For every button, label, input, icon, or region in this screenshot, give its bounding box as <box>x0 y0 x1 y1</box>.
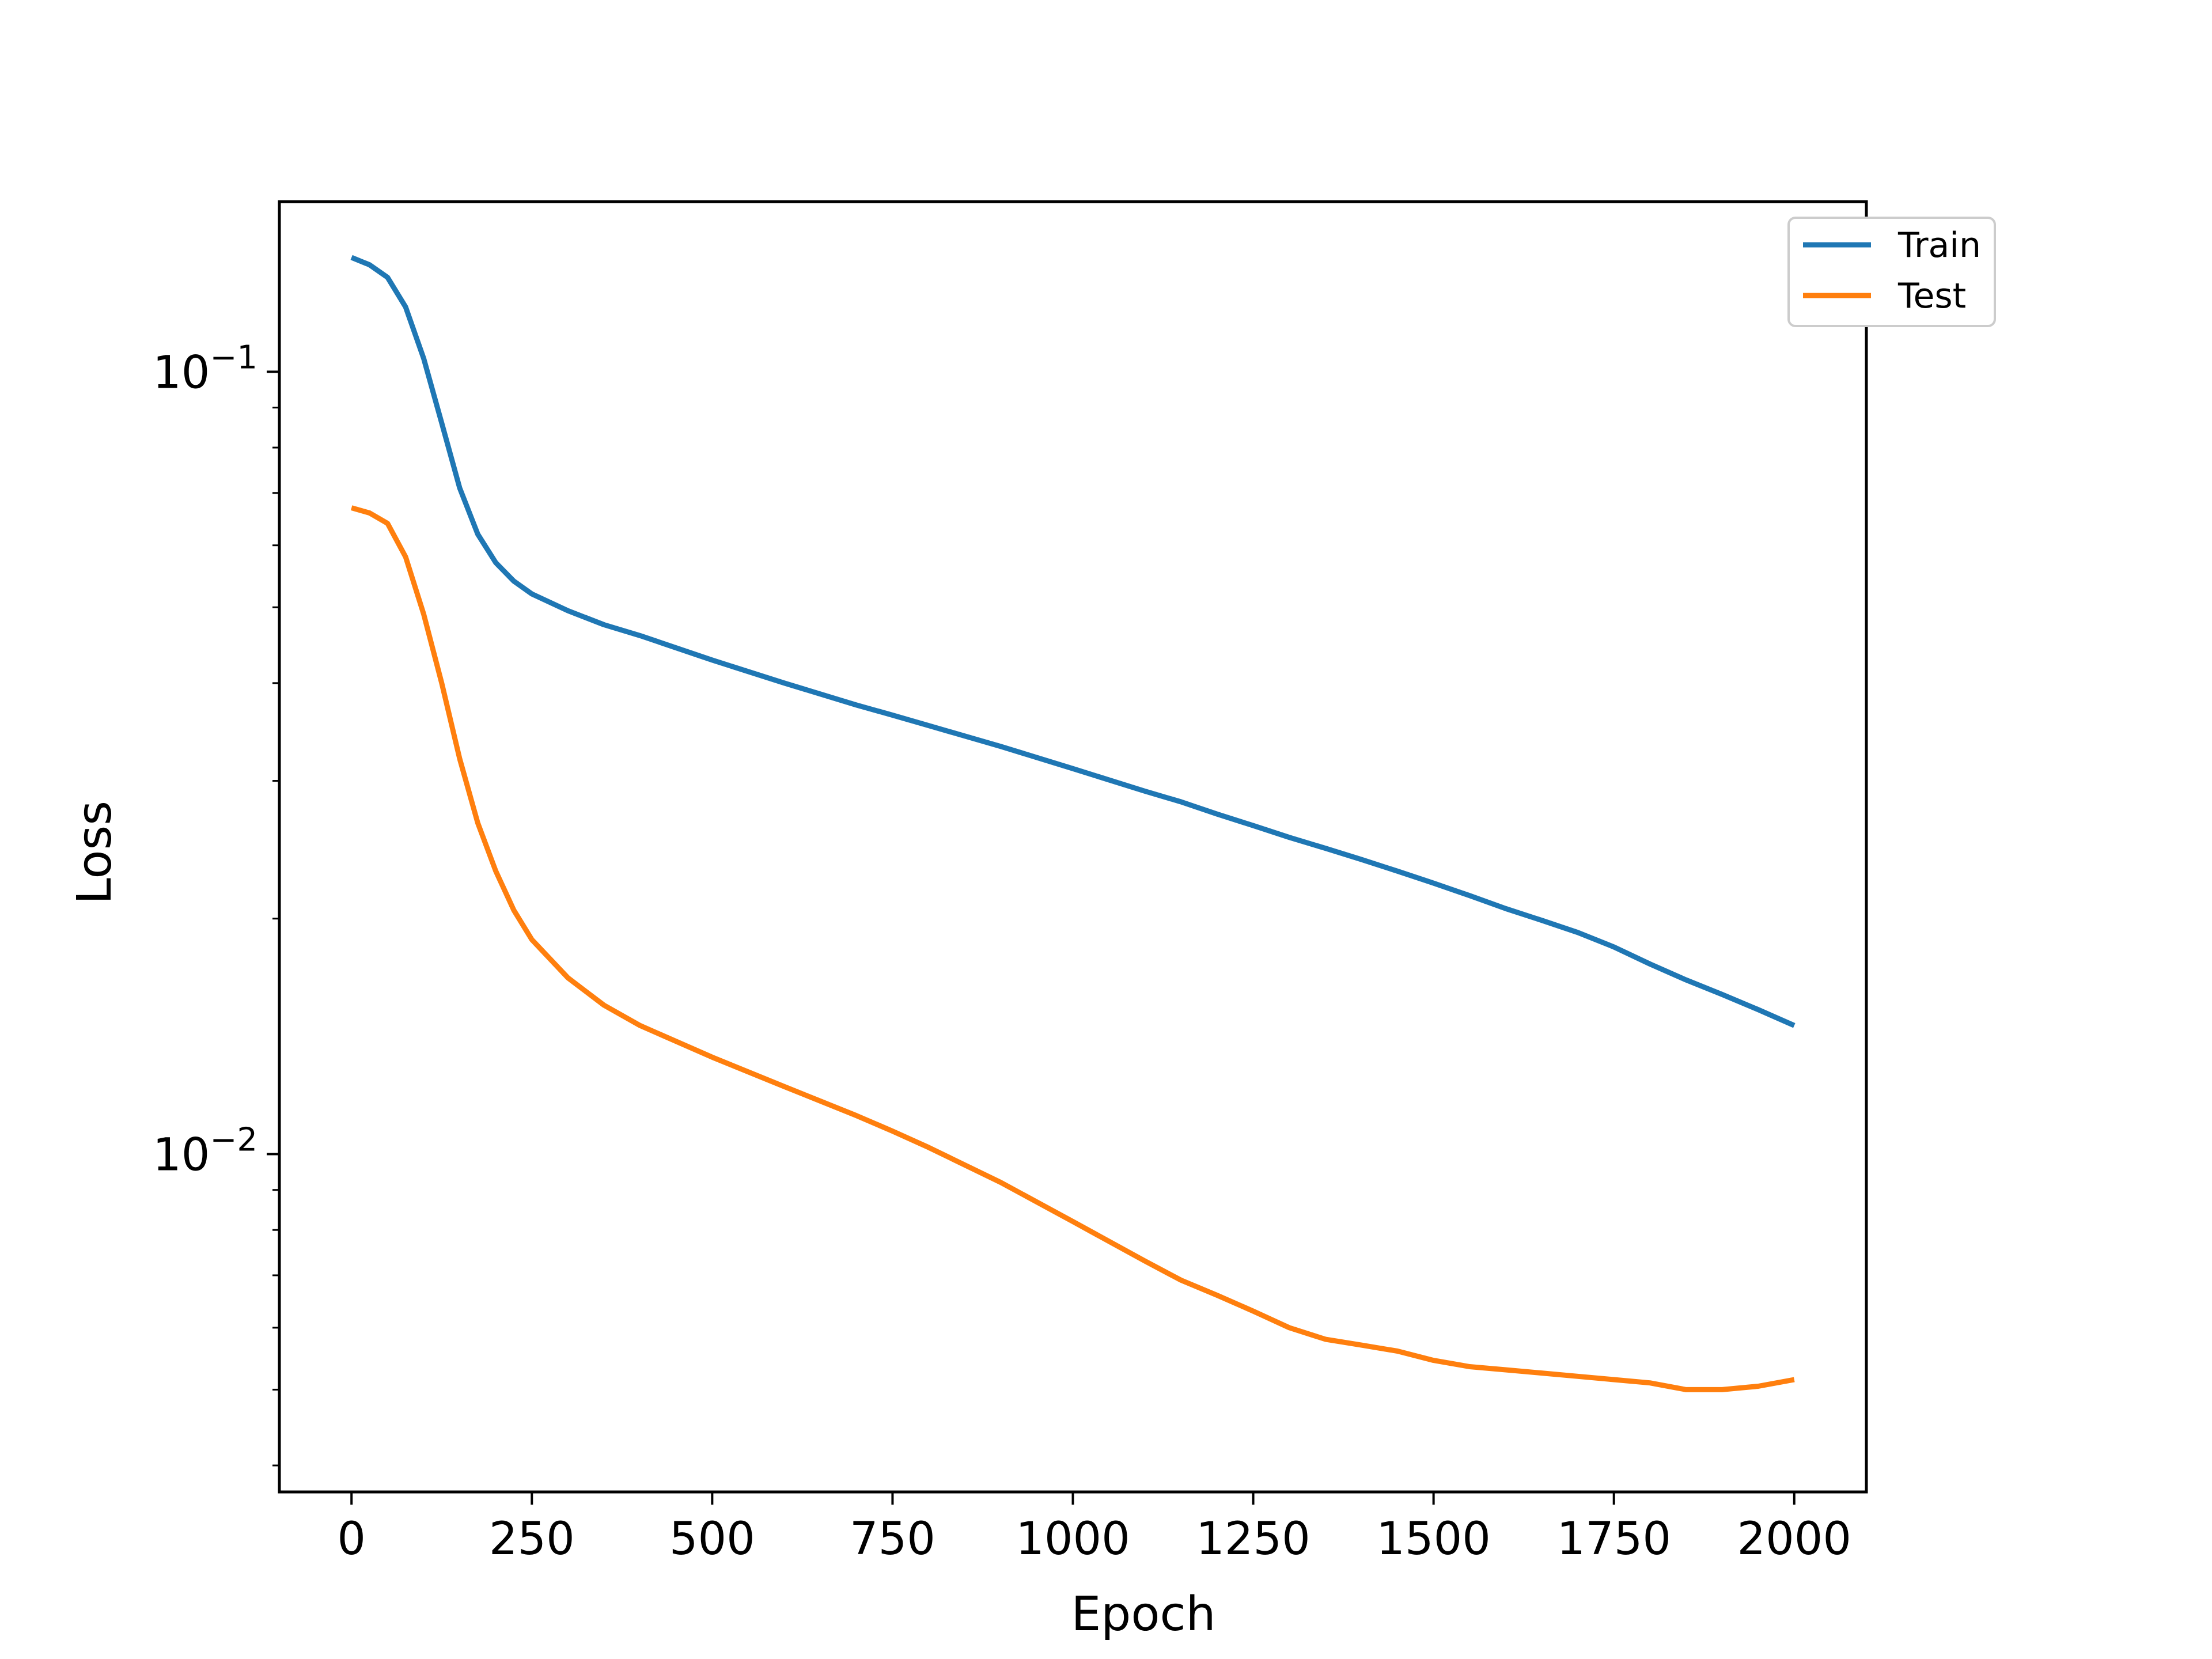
legend-label-train: Train <box>1897 225 1981 266</box>
x-axis: 0 250 500 750 1000 1250 1500 1750 2000 <box>337 1492 1851 1565</box>
series-line-train <box>350 255 1796 1028</box>
x-tick-label: 1500 <box>1376 1513 1491 1565</box>
x-tick-label: 1000 <box>1016 1513 1130 1565</box>
y-tick-label: 10−1 <box>153 339 257 399</box>
x-tick-label: 250 <box>489 1513 575 1565</box>
x-tick-label: 2000 <box>1737 1513 1852 1565</box>
x-tick-label: 1750 <box>1556 1513 1671 1565</box>
series-layer <box>350 255 1796 1392</box>
y-tick-label: 10−2 <box>153 1122 257 1181</box>
y-axis-label: Loss <box>67 801 122 904</box>
y-axis: 10−1 10−2 <box>153 339 279 1467</box>
x-tick-label: 500 <box>669 1513 755 1565</box>
x-tick-label: 1250 <box>1196 1513 1310 1565</box>
plot-frame <box>278 200 1868 1494</box>
x-tick-label: 750 <box>850 1513 935 1565</box>
x-axis-label: Epoch <box>1071 1587 1215 1642</box>
series-line-test <box>350 505 1795 1392</box>
x-tick-label: 0 <box>337 1513 366 1565</box>
legend-label-test: Test <box>1897 276 1966 316</box>
legend: Train Test <box>1787 217 1996 327</box>
